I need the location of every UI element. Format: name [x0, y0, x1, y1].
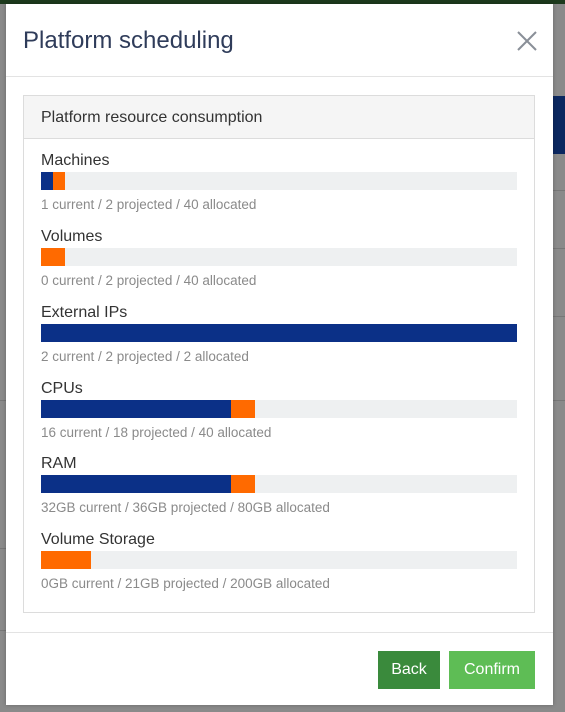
resource-consumption-panel: Platform resource consumption Machines 1…: [23, 95, 535, 613]
background-divider: [553, 190, 565, 191]
resource-usage-bar: [41, 400, 517, 418]
resource-caption: 2 current / 2 projected / 2 allocated: [41, 349, 249, 364]
close-icon: [517, 31, 537, 51]
resource-caption: 16 current / 18 projected / 40 allocated: [41, 425, 272, 440]
resource-usage-bar: [41, 475, 517, 493]
dialog-header: Platform scheduling: [6, 4, 553, 77]
close-button[interactable]: [514, 28, 540, 54]
confirm-button[interactable]: Confirm: [449, 651, 535, 689]
background-divider: [553, 316, 565, 317]
resource-label: RAM: [41, 455, 77, 472]
background-button: [552, 96, 565, 154]
resource-usage-bar: [41, 324, 517, 342]
resource-external-ips: External IPs 2 current / 2 projected / 2…: [41, 304, 517, 364]
current-usage-fill: [41, 400, 232, 418]
resource-label: Volume Storage: [41, 531, 155, 548]
resource-volume-storage: Volume Storage 0GB current / 21GB projec…: [41, 531, 517, 591]
resource-machines: Machines 1 current / 2 projected / 40 al…: [41, 152, 517, 212]
resource-usage-bar: [41, 248, 517, 266]
background-divider: [0, 630, 6, 631]
resource-label: External IPs: [41, 304, 128, 321]
resource-usage-bar: [41, 172, 517, 190]
background-divider: [0, 548, 6, 549]
panel-title: Platform resource consumption: [41, 109, 263, 126]
background-divider: [553, 400, 565, 401]
projected-usage-fill: [231, 475, 256, 493]
resource-volumes: Volumes 0 current / 2 projected / 40 all…: [41, 228, 517, 288]
projected-usage-fill: [52, 172, 65, 190]
back-button[interactable]: Back: [378, 651, 440, 689]
projected-usage-fill: [41, 248, 65, 266]
background-divider: [553, 248, 565, 249]
resource-cpus: CPUs 16 current / 18 projected / 40 allo…: [41, 380, 517, 440]
projected-usage-fill: [41, 551, 91, 569]
resource-label: Machines: [41, 152, 110, 169]
panel-header: Platform resource consumption: [24, 96, 534, 139]
resource-caption: 0 current / 2 projected / 40 allocated: [41, 273, 257, 288]
resource-label: CPUs: [41, 380, 83, 397]
background-divider: [0, 400, 6, 401]
dialog-footer: Back Confirm: [6, 632, 553, 706]
resource-ram: RAM 32GB current / 36GB projected / 80GB…: [41, 455, 517, 515]
resource-usage-bar: [41, 551, 517, 569]
dialog-title: Platform scheduling: [23, 27, 234, 54]
scheduling-dialog: Platform scheduling Platform resource co…: [6, 4, 553, 705]
current-usage-fill: [41, 475, 232, 493]
background-topbar: [0, 0, 565, 4]
current-usage-fill: [41, 172, 53, 190]
projected-usage-fill: [231, 400, 256, 418]
resource-label: Volumes: [41, 228, 103, 245]
resource-caption: 0GB current / 21GB projected / 200GB all…: [41, 576, 330, 591]
resource-caption: 1 current / 2 projected / 40 allocated: [41, 197, 257, 212]
current-usage-fill: [41, 324, 517, 342]
resource-caption: 32GB current / 36GB projected / 80GB all…: [41, 500, 330, 515]
